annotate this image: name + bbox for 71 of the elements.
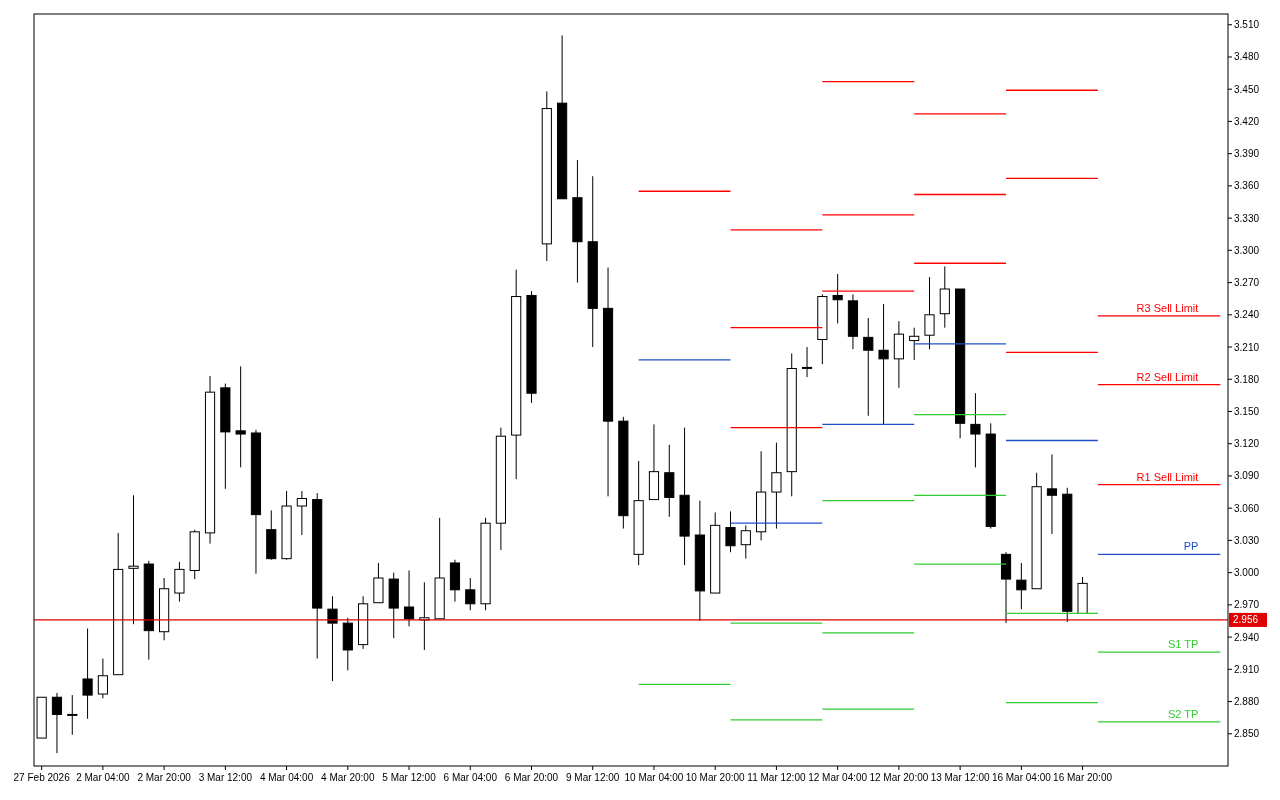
y-tick-label: 3.000 [1234,567,1260,579]
y-tick-label: 3.180 [1234,373,1260,385]
x-tick-label: 27 Feb 2026 [13,772,71,783]
x-tick-label: 10 Mar 20:00 [685,772,746,783]
candlestick [82,627,93,720]
candlestick [128,494,139,625]
candlestick [67,694,78,736]
candlestick [51,692,63,754]
y-tick-label: 3.060 [1234,502,1260,514]
candlestick [878,303,889,425]
x-tick-label: 11 Mar 12:00 [747,772,806,783]
y-tick-label: 2.850 [1234,728,1260,740]
ref-line-label: 2.956 [1233,614,1259,626]
y-tick-label: 2.940 [1234,631,1260,643]
y-tick-label: 3.240 [1234,309,1260,321]
candlestick [740,524,751,560]
x-tick-label: 4 Mar 04:00 [259,772,314,783]
candlestick [909,327,920,361]
candlestick [801,346,813,378]
candlestick [970,392,981,468]
series-label: R3 Sell Limit [1136,301,1199,314]
series-label: PP [1183,540,1199,553]
series-label: R1 Sell Limit [1136,470,1199,483]
y-tick-label: 2.910 [1234,663,1260,675]
y-tick-label: 2.880 [1234,696,1260,708]
y-tick-label: 3.480 [1234,51,1260,63]
candlestick [1046,453,1058,535]
y-tick-label: 3.450 [1234,83,1260,95]
candlestick [235,365,246,468]
y-tick-label: 3.120 [1234,438,1260,450]
candlestick [832,273,843,324]
x-tick-label: 16 Mar 20:00 [1053,772,1113,783]
x-tick-label: 12 Mar 20:00 [869,772,929,783]
y-tick-label: 3.150 [1234,405,1260,417]
y-tick-label: 3.420 [1234,115,1260,127]
x-tick-label: 4 Mar 20:00 [321,772,375,783]
y-tick-label: 3.510 [1234,19,1260,31]
candlestick [771,442,782,530]
x-tick-label: 10 Mar 04:00 [624,772,684,783]
x-tick-label: 6 Mar 04:00 [443,772,498,783]
x-tick-label: 5 Mar 12:00 [382,772,437,783]
y-tick-label: 3.360 [1234,180,1260,192]
x-tick-label: 6 Mar 20:00 [504,772,559,783]
candlestick [1016,562,1027,610]
candlestick [174,561,185,603]
candlestick [725,510,736,553]
y-tick-label: 2.970 [1234,599,1260,611]
x-tick-label: 13 Mar 12:00 [930,772,991,783]
x-tick-label: 2 Mar 20:00 [137,772,192,783]
y-tick-label: 3.330 [1234,212,1260,224]
y-tick-label: 3.090 [1234,470,1260,482]
y-tick-label: 3.210 [1234,341,1260,353]
candlestick [296,490,307,536]
candlestick [327,595,338,682]
y-tick-label: 3.390 [1234,148,1260,160]
candlestick [465,577,476,611]
series-label: S1 TP [1167,638,1199,651]
y-tick-label: 3.030 [1234,534,1260,546]
x-tick-label: 12 Mar 04:00 [808,772,868,783]
candlestick [863,317,874,417]
series-label: R2 Sell Limit [1136,370,1199,383]
series-label: S2 TP [1167,707,1199,720]
candlestick [97,658,108,699]
x-tick-label: 3 Mar 12:00 [198,772,253,783]
y-tick-label: 3.300 [1234,244,1260,256]
y-tick-label: 3.270 [1234,277,1260,289]
candlestick [924,276,935,350]
x-tick-label: 9 Mar 12:00 [566,772,620,783]
candlestick [403,569,415,627]
x-tick-label: 16 Mar 04:00 [991,772,1052,783]
x-tick-label: 2 Mar 04:00 [76,772,130,783]
